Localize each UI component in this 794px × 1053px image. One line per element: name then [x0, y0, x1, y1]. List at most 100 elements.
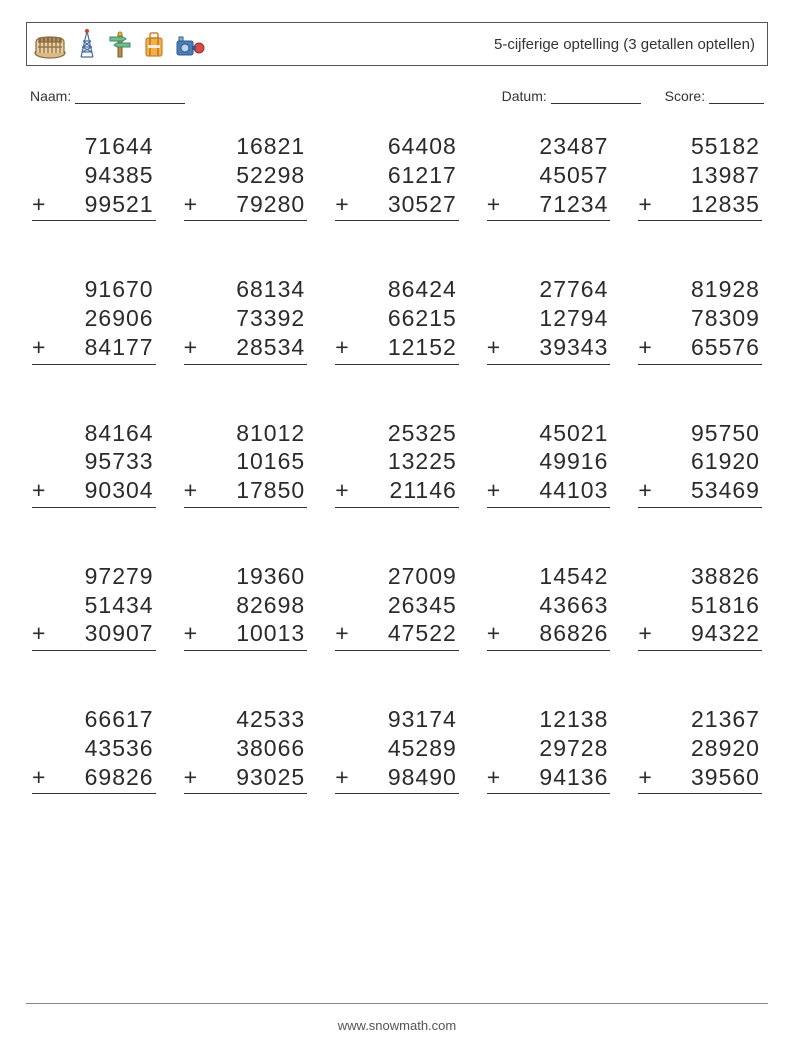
- operator: +: [335, 190, 349, 219]
- footer-line: [26, 1003, 768, 1004]
- addend-3: 10013: [236, 619, 305, 648]
- addition-problem: 1454243663+86826: [487, 562, 611, 651]
- addend-3-row: +12152: [335, 333, 459, 365]
- addend-2: 82698: [184, 591, 308, 620]
- name-label: Naam:: [30, 88, 71, 104]
- addend-3: 93025: [236, 763, 305, 792]
- addend-3: 44103: [539, 476, 608, 505]
- operator: +: [32, 619, 46, 648]
- operator: +: [487, 190, 501, 219]
- addend-1: 14542: [487, 562, 611, 591]
- addition-problem: 1682152298+79280: [184, 132, 308, 221]
- addend-2: 38066: [184, 734, 308, 763]
- addition-problem: 9727951434+30907: [32, 562, 156, 651]
- tower-icon: [77, 29, 97, 59]
- name-blank: [75, 89, 185, 104]
- addend-3: 84177: [85, 333, 154, 362]
- addition-problem: 8416495733+90304: [32, 419, 156, 508]
- addend-1: 84164: [32, 419, 156, 448]
- addend-3: 21146: [390, 476, 457, 505]
- addend-3: 28534: [236, 333, 305, 362]
- addend-3-row: +28534: [184, 333, 308, 365]
- addition-problem: 2700926345+47522: [335, 562, 459, 651]
- operator: +: [184, 190, 198, 219]
- addend-2: 49916: [487, 447, 611, 476]
- addend-3-row: +30527: [335, 190, 459, 222]
- operator: +: [638, 476, 652, 505]
- addend-2: 78309: [638, 304, 762, 333]
- operator: +: [487, 763, 501, 792]
- meta-right: Datum: Score:: [502, 86, 764, 104]
- meta-left: Naam:: [30, 86, 185, 104]
- addend-3-row: +44103: [487, 476, 611, 508]
- score-label: Score:: [665, 88, 705, 104]
- operator: +: [487, 476, 501, 505]
- score-field: Score:: [665, 86, 764, 104]
- luggage-icon: [143, 31, 165, 59]
- operator: +: [638, 190, 652, 219]
- score-blank: [709, 89, 764, 104]
- addend-1: 25325: [335, 419, 459, 448]
- camera-icon: [175, 35, 205, 59]
- operator: +: [335, 763, 349, 792]
- operator: +: [335, 476, 349, 505]
- addend-1: 27009: [335, 562, 459, 591]
- signpost-icon: [107, 31, 133, 59]
- addend-1: 68134: [184, 275, 308, 304]
- addition-problem: 6440861217+30527: [335, 132, 459, 221]
- addition-problem: 9167026906+84177: [32, 275, 156, 364]
- addend-1: 91670: [32, 275, 156, 304]
- addend-3: 94136: [539, 763, 608, 792]
- addition-problem: 4253338066+93025: [184, 705, 308, 794]
- addend-3-row: +12835: [638, 190, 762, 222]
- addend-1: 12138: [487, 705, 611, 734]
- addend-1: 97279: [32, 562, 156, 591]
- addend-1: 66617: [32, 705, 156, 734]
- addend-3-row: +84177: [32, 333, 156, 365]
- addend-3-row: +47522: [335, 619, 459, 651]
- addend-2: 45289: [335, 734, 459, 763]
- addend-3-row: +90304: [32, 476, 156, 508]
- addend-1: 93174: [335, 705, 459, 734]
- addend-3: 30527: [388, 190, 457, 219]
- addend-1: 55182: [638, 132, 762, 161]
- addend-1: 86424: [335, 275, 459, 304]
- addend-3: 12835: [691, 190, 760, 219]
- addend-2: 28920: [638, 734, 762, 763]
- addition-problem: 8642466215+12152: [335, 275, 459, 364]
- addend-1: 81928: [638, 275, 762, 304]
- addend-2: 95733: [32, 447, 156, 476]
- addition-problem: 8101210165+17850: [184, 419, 308, 508]
- addend-3-row: +10013: [184, 619, 308, 651]
- addend-1: 16821: [184, 132, 308, 161]
- addend-3: 53469: [691, 476, 760, 505]
- addend-1: 42533: [184, 705, 308, 734]
- addition-problem: 2532513225+21146: [335, 419, 459, 508]
- addend-1: 38826: [638, 562, 762, 591]
- addend-2: 94385: [32, 161, 156, 190]
- addend-1: 19360: [184, 562, 308, 591]
- addend-3: 69826: [85, 763, 154, 792]
- name-field: Naam:: [30, 86, 185, 104]
- operator: +: [184, 476, 198, 505]
- addend-2: 13987: [638, 161, 762, 190]
- addend-2: 26345: [335, 591, 459, 620]
- addend-2: 29728: [487, 734, 611, 763]
- addend-3-row: +30907: [32, 619, 156, 651]
- addend-2: 61217: [335, 161, 459, 190]
- addition-problem: 2348745057+71234: [487, 132, 611, 221]
- addend-3: 39560: [691, 763, 760, 792]
- problems-grid: 7164494385+995211682152298+7928064408612…: [26, 132, 768, 794]
- addend-3-row: +94322: [638, 619, 762, 651]
- addend-3: 30907: [85, 619, 154, 648]
- addition-problem: 9575061920+53469: [638, 419, 762, 508]
- operator: +: [638, 619, 652, 648]
- addend-2: 13225: [335, 447, 459, 476]
- addition-problem: 6661743536+69826: [32, 705, 156, 794]
- addend-3-row: +69826: [32, 763, 156, 795]
- addend-3: 71234: [539, 190, 608, 219]
- addition-problem: 8192878309+65576: [638, 275, 762, 364]
- worksheet-page: 5-cijferige optelling (3 getallen optell…: [0, 0, 794, 1053]
- addend-3: 65576: [691, 333, 760, 362]
- addend-3-row: +17850: [184, 476, 308, 508]
